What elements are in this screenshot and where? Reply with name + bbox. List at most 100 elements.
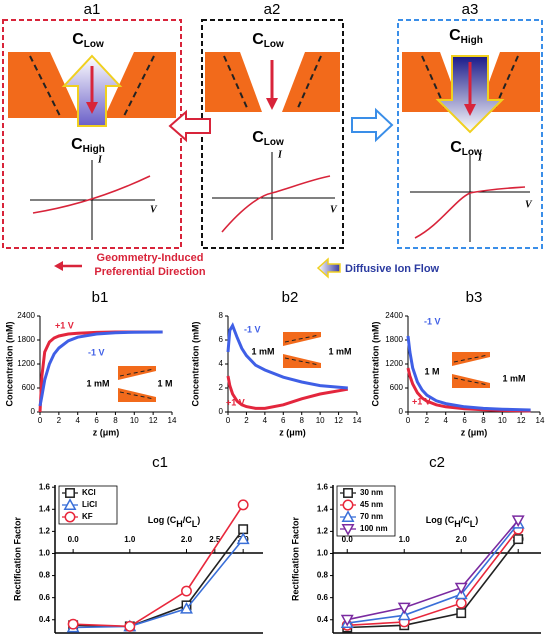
y-tick-label: 0.8 bbox=[39, 571, 51, 580]
x-tick-label: 0 bbox=[38, 416, 43, 425]
marker bbox=[341, 524, 355, 536]
x-tick-label: 2.5 bbox=[209, 535, 221, 544]
y-tick-label: 600 bbox=[390, 383, 404, 392]
y-tick-label: 2 bbox=[219, 383, 224, 392]
series-line bbox=[347, 538, 519, 629]
inset-line bbox=[119, 391, 155, 400]
marker bbox=[343, 488, 353, 498]
series-label: -1 V bbox=[424, 316, 441, 326]
sub: Low bbox=[264, 39, 284, 50]
y-tick-label: 1.4 bbox=[317, 504, 329, 513]
legend-arrow bbox=[316, 257, 341, 279]
flow-arrow-head bbox=[266, 98, 278, 110]
panel-label: a2 bbox=[264, 1, 281, 18]
y-axis-label: Rectification Factor bbox=[290, 516, 300, 601]
c: C bbox=[252, 129, 264, 146]
y-axis-label: Concentration (mM) bbox=[190, 322, 200, 407]
sub: Low bbox=[84, 39, 104, 50]
y-tick-label: 1.0 bbox=[39, 549, 51, 558]
inset-line bbox=[284, 357, 320, 366]
y-tick-label: 1200 bbox=[385, 359, 403, 368]
y-axis-label: Concentration (mM) bbox=[370, 322, 380, 407]
legend-label: 30 nm bbox=[360, 488, 383, 497]
marker bbox=[456, 608, 467, 619]
x-tick-label: 8 bbox=[299, 416, 304, 425]
marker bbox=[397, 608, 411, 621]
series-line bbox=[73, 538, 244, 629]
inset-line bbox=[453, 354, 489, 363]
annotation: 1 M bbox=[157, 378, 172, 388]
x-tick-label: 12 bbox=[517, 416, 526, 425]
x-tick-label: 1.0 bbox=[124, 535, 136, 544]
x-tick-label: 1.0 bbox=[399, 535, 411, 544]
x-tick-label: 2.0 bbox=[181, 535, 193, 544]
marker bbox=[63, 498, 77, 510]
y-tick-label: 4 bbox=[219, 359, 224, 368]
x-tick-label: 0.0 bbox=[68, 535, 80, 544]
x-axis-label: z (μm) bbox=[93, 427, 120, 437]
conc-bottom: CHigh bbox=[71, 136, 105, 154]
direction-arrow bbox=[168, 109, 211, 143]
chart-title: c1 bbox=[152, 454, 168, 471]
marker bbox=[454, 582, 468, 595]
marker bbox=[67, 618, 79, 630]
x-tick-label: 2.0 bbox=[456, 535, 468, 544]
x-tick-label: 8 bbox=[481, 416, 486, 425]
x-axis-label-part: L bbox=[470, 519, 476, 529]
y-axis-label: Rectification Factor bbox=[12, 516, 22, 601]
annotation: 1 M bbox=[424, 366, 439, 376]
marker bbox=[513, 534, 524, 545]
legend-arrow-head bbox=[54, 261, 63, 271]
series-label: +1 V bbox=[226, 397, 245, 407]
y-tick-label: 2400 bbox=[17, 311, 35, 320]
conc-top: CLow bbox=[72, 31, 104, 49]
marker bbox=[455, 597, 467, 609]
iv-label: V bbox=[330, 204, 338, 215]
legend-text: Preferential Direction bbox=[94, 266, 206, 278]
x-tick-label: 10 bbox=[316, 416, 325, 425]
legend-box bbox=[336, 485, 396, 537]
y-tick-label: 0.4 bbox=[39, 615, 51, 624]
iv-label: I bbox=[97, 154, 103, 165]
x-axis-label: Log (CH/CL) bbox=[426, 515, 479, 529]
inset-line bbox=[284, 334, 320, 343]
series-line bbox=[347, 528, 519, 627]
iv-label: I bbox=[477, 152, 483, 163]
x-axis-label-part: H bbox=[176, 519, 183, 529]
x-tick-label: 0 bbox=[406, 416, 411, 425]
wall-line bbox=[29, 55, 61, 117]
wall bbox=[205, 52, 262, 112]
legend-label: KCl bbox=[82, 488, 96, 497]
marker bbox=[64, 511, 76, 523]
direction-arrow bbox=[351, 107, 394, 143]
c: C bbox=[71, 136, 83, 153]
y-tick-label: 0 bbox=[219, 407, 224, 416]
annotation: 1 mM bbox=[86, 378, 109, 388]
chart-title: c2 bbox=[429, 454, 445, 471]
inset-line bbox=[453, 377, 489, 386]
y-tick-label: 0.4 bbox=[317, 615, 329, 624]
sub: High bbox=[461, 35, 483, 46]
y-tick-label: 1.6 bbox=[39, 482, 51, 491]
marker bbox=[65, 488, 75, 498]
marker bbox=[238, 524, 249, 535]
x-axis-label-part: L bbox=[192, 519, 198, 529]
iv-curve bbox=[32, 175, 151, 214]
series-line bbox=[347, 523, 519, 624]
y-tick-label: 1.2 bbox=[317, 526, 329, 535]
marker bbox=[340, 614, 354, 627]
annotation: 1 mM bbox=[502, 373, 525, 383]
x-axis-label-part: /C bbox=[183, 515, 193, 525]
y-tick-label: 2400 bbox=[385, 311, 403, 320]
conc-bottom: CLow bbox=[252, 129, 284, 147]
sub: Low bbox=[462, 147, 482, 158]
x-tick-label: 14 bbox=[536, 416, 545, 425]
legend-text: Diffusive Ion Flow bbox=[345, 263, 440, 275]
x-axis-label-part: Log (C bbox=[148, 515, 177, 525]
series-label: -1 V bbox=[88, 347, 105, 357]
x-axis-label: z (μm) bbox=[279, 427, 306, 437]
panel-label: a3 bbox=[462, 1, 479, 18]
y-tick-label: 1800 bbox=[385, 335, 403, 344]
legend-label: 45 nm bbox=[360, 500, 383, 509]
